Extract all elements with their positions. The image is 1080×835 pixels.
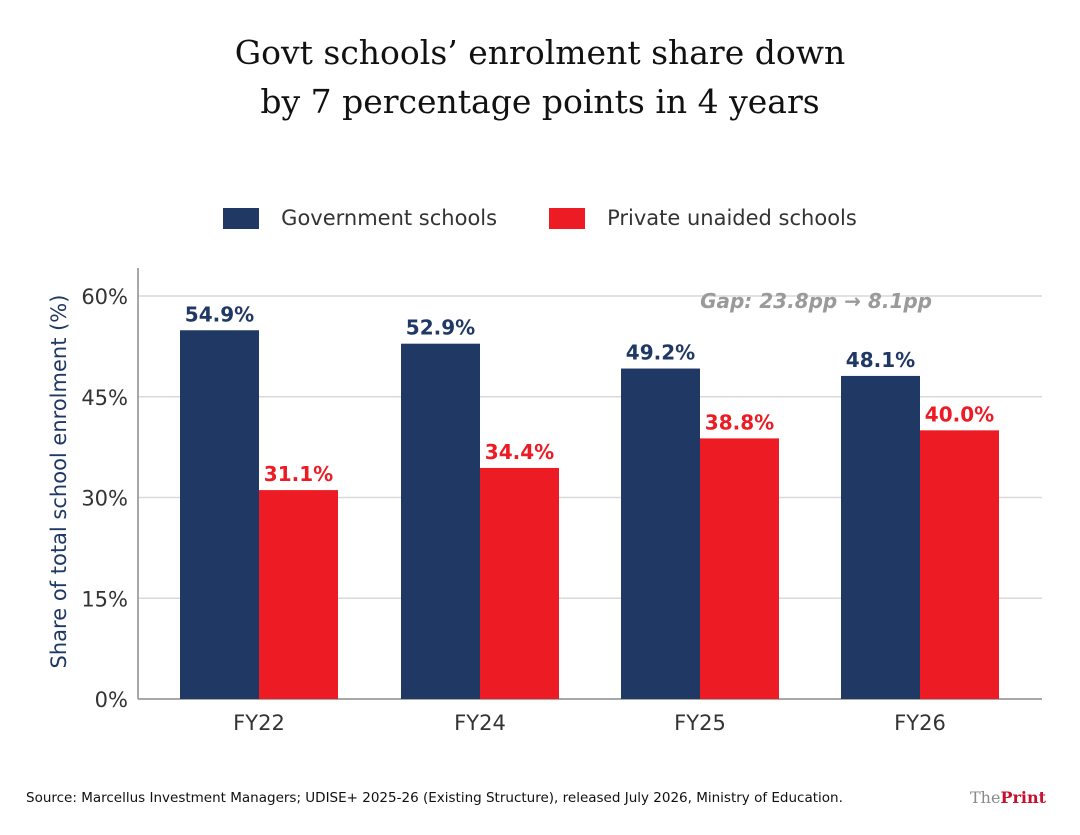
y-tick-label: 0%: [95, 688, 128, 712]
data-label-private: 34.4%: [485, 440, 554, 464]
bar-government: [401, 343, 480, 699]
chart-title: Govt schools’ enrolment share down by 7 …: [0, 28, 1080, 126]
source-note: Source: Marcellus Investment Managers; U…: [26, 790, 843, 806]
x-tick-label: FY26: [894, 711, 946, 735]
y-tick-label: 60%: [81, 285, 128, 309]
legend-label-government: Government schools: [281, 206, 498, 230]
bar-government: [841, 375, 920, 699]
x-tick-label: FY25: [674, 711, 726, 735]
bar-private: [480, 467, 559, 699]
y-tick-label: 15%: [81, 587, 128, 611]
publisher-logo-prefix: The: [969, 788, 1001, 807]
y-tick-label: 30%: [81, 487, 128, 511]
data-label-private: 38.8%: [705, 410, 774, 434]
x-tick-label: FY24: [454, 711, 506, 735]
y-axis-label: Share of total school enrolment (%): [47, 295, 71, 669]
legend-item-government: Government schools: [223, 206, 497, 230]
chart-title-line-1: Govt schools’ enrolment share down: [234, 33, 846, 72]
data-label-government: 48.1%: [846, 348, 915, 372]
y-tick-label: 45%: [81, 386, 128, 410]
chart-title-line-2: by 7 percentage points in 4 years: [260, 82, 820, 121]
bar-private: [920, 430, 999, 699]
bar-government: [180, 330, 259, 699]
publisher-logo-name: Print: [1000, 788, 1046, 807]
legend-item-private: Private unaided schools: [549, 206, 857, 230]
bar-government: [621, 368, 700, 699]
legend-swatch-government: [223, 207, 260, 229]
x-tick-label: FY22: [233, 711, 285, 735]
data-label-private: 31.1%: [264, 462, 333, 486]
chart-legend: Government schools Private unaided schoo…: [0, 206, 1080, 230]
data-label-government: 49.2%: [626, 341, 695, 365]
gap-annotation: Gap: 23.8pp → 8.1pp: [700, 289, 932, 313]
legend-label-private: Private unaided schools: [607, 206, 857, 230]
data-label-private: 40.0%: [925, 402, 994, 426]
bar-chart: 0% 15% 30% 45% 60% Share of total school enro…: [47, 268, 1042, 735]
legend-swatch-private: [549, 207, 586, 229]
bar-private: [700, 438, 779, 699]
bar-private: [259, 490, 338, 699]
data-label-government: 54.9%: [185, 302, 254, 326]
publisher-logo: ThePrint: [970, 788, 1046, 807]
data-label-government: 52.9%: [406, 316, 475, 340]
